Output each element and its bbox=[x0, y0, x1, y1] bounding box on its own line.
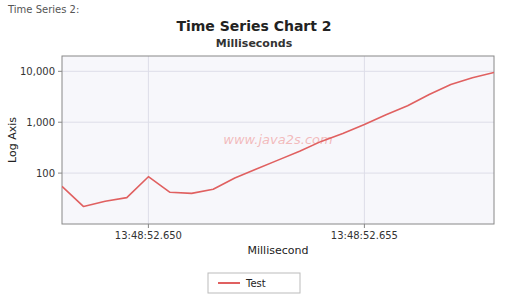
subtitle: Milliseconds bbox=[216, 37, 293, 50]
line bbox=[62, 72, 494, 206]
legend: Test bbox=[208, 273, 300, 293]
tick-mark bbox=[58, 173, 62, 174]
tick-mark bbox=[364, 224, 365, 228]
series-group bbox=[62, 72, 494, 206]
legend-label: Test bbox=[245, 278, 266, 289]
grid-line bbox=[62, 122, 494, 123]
tick-mark bbox=[148, 224, 149, 228]
grid-line bbox=[148, 56, 149, 224]
tick-label: 100 bbox=[36, 168, 55, 179]
title: Time Series Chart 2 bbox=[176, 18, 331, 34]
tick-mark bbox=[58, 71, 62, 72]
tick-label: 13:48:52.655 bbox=[331, 230, 398, 241]
y-axis-label: Log Axis bbox=[6, 117, 19, 163]
grid-line bbox=[62, 71, 494, 72]
chart: Time Series 2: Time Series Chart 2 Millise… bbox=[0, 0, 508, 297]
grid-line bbox=[364, 56, 365, 224]
tick-label: 13:48:52.650 bbox=[115, 230, 182, 241]
watermark: www.java2s.com bbox=[223, 132, 332, 147]
plot-area bbox=[62, 56, 494, 224]
tick-mark bbox=[58, 122, 62, 123]
window-title: Time Series 2: bbox=[7, 4, 79, 15]
legend-box bbox=[208, 273, 300, 293]
grid-line bbox=[62, 173, 494, 174]
legend-swatch bbox=[218, 282, 240, 284]
plot-frame bbox=[62, 56, 494, 224]
x-axis-label: Millisecond bbox=[248, 244, 309, 257]
tick-label: 10,000 bbox=[20, 66, 55, 77]
tick-label: 1,000 bbox=[26, 117, 55, 128]
